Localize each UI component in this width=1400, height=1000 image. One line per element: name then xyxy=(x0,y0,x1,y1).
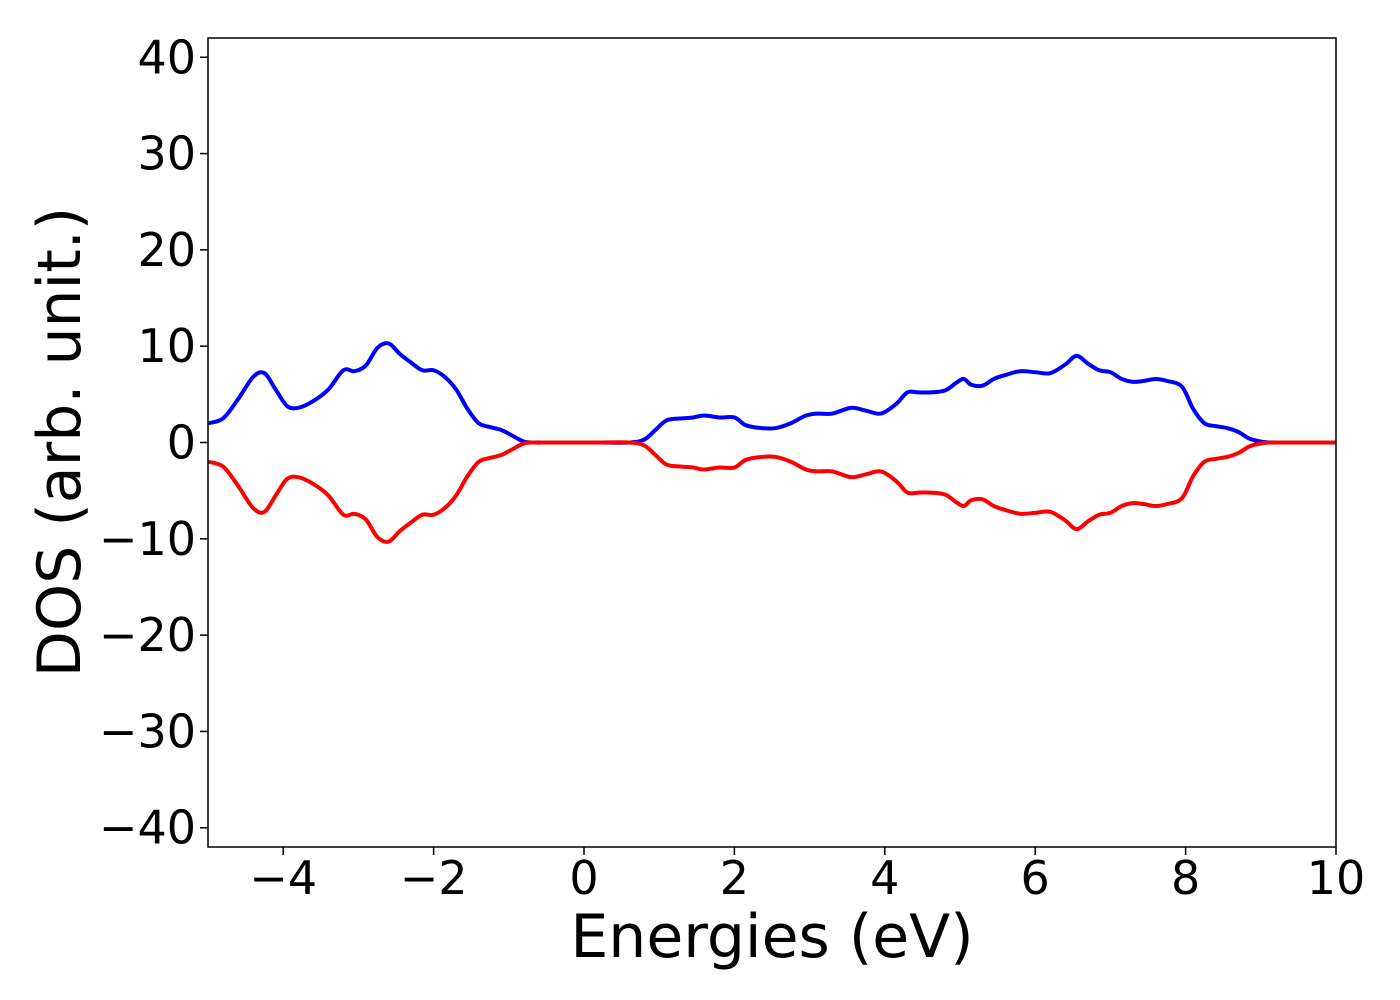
y-tick-label: −30 xyxy=(99,704,196,758)
y-tick-label: −10 xyxy=(99,512,196,566)
y-tick-label: −20 xyxy=(99,608,196,662)
x-tick-label: 2 xyxy=(720,851,749,905)
x-tick-label: −2 xyxy=(400,851,468,905)
y-tick-label: 20 xyxy=(137,223,196,277)
y-tick-label: 0 xyxy=(167,416,196,470)
x-tick-label: 6 xyxy=(1021,851,1050,905)
y-axis-title: DOS (arb. unit.) xyxy=(25,207,95,677)
y-tick-label: −40 xyxy=(99,801,196,855)
x-tick-label: 0 xyxy=(569,851,598,905)
x-tick-label: 8 xyxy=(1171,851,1200,905)
series-line-blue xyxy=(208,341,1336,445)
x-tick-label: 10 xyxy=(1307,851,1366,905)
x-tick-label: 4 xyxy=(870,851,899,905)
x-axis-title: Energies (eV) xyxy=(570,902,973,972)
series-line-red xyxy=(208,440,1336,544)
x-tick-label: −4 xyxy=(249,851,317,905)
plot-area xyxy=(208,38,1336,847)
y-tick-label: 30 xyxy=(137,127,196,181)
y-tick-label: 10 xyxy=(137,319,196,373)
y-tick-label: 40 xyxy=(137,30,196,84)
